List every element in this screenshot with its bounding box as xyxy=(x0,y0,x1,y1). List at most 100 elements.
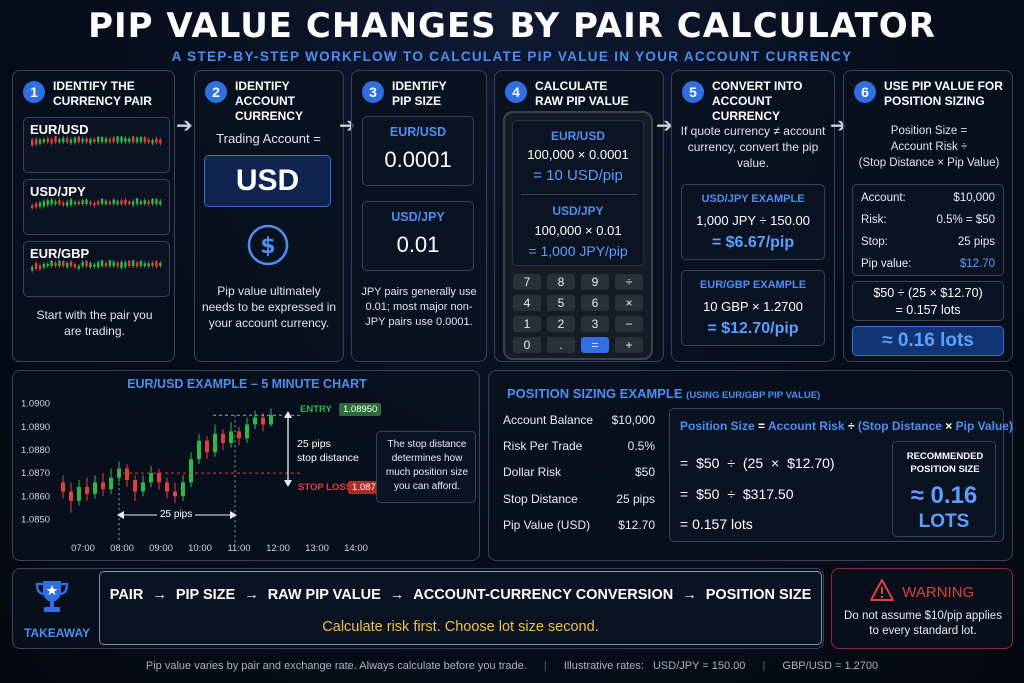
recommended-value: ≈ 0.16 xyxy=(910,482,978,509)
calculator-key[interactable]: − xyxy=(615,316,643,332)
formula-part: ÷ xyxy=(847,419,855,433)
mini-candle xyxy=(100,198,104,206)
mini-candle xyxy=(100,260,104,268)
conversion-example-usdjpy: USD/JPY EXAMPLE 1,000 JPY ÷ 150.00 = $6.… xyxy=(681,184,825,260)
calculator-key[interactable]: 7 xyxy=(513,274,541,290)
mini-candle xyxy=(155,136,158,145)
mini-candle xyxy=(50,260,53,268)
mini-candle xyxy=(73,262,77,270)
mini-candle xyxy=(135,136,139,144)
calculator-key[interactable]: 0 xyxy=(513,337,541,353)
mini-candle xyxy=(155,260,158,269)
mini-candle xyxy=(159,137,162,146)
mini-candle xyxy=(42,137,46,144)
table-row: Risk Per Trade 0.5% xyxy=(503,439,655,453)
pair-card-usdjpy: USD/JPY xyxy=(23,179,170,235)
calc-line: = $50 ÷ (25 × $12.70) xyxy=(680,455,835,471)
mini-candle xyxy=(42,199,46,209)
pair-label: EUR/USD xyxy=(30,122,89,137)
distance-arrow-icon xyxy=(284,411,292,487)
mini-candle xyxy=(62,260,65,268)
calculator-key[interactable]: 3 xyxy=(581,316,609,332)
calculator-key[interactable]: 2 xyxy=(547,316,575,332)
mini-candle xyxy=(116,260,119,269)
chart-note-box: The stop distance determines how much po… xyxy=(376,431,476,503)
candle xyxy=(261,412,265,432)
example-calc: 1,000 JPY ÷ 150.00 xyxy=(696,213,810,228)
warning-header: WARNING xyxy=(832,579,1012,606)
workflow-step: ACCOUNT-CURRENCY CONVERSION xyxy=(413,587,674,603)
candle xyxy=(189,452,193,487)
mini-chart-icon xyxy=(31,198,162,210)
mini-candle xyxy=(124,198,127,206)
row-value: 25 pips xyxy=(957,236,995,248)
distance-label: 25 pips xyxy=(297,438,331,450)
calculator-key[interactable]: 9 xyxy=(581,274,609,290)
entry-label: ENTRY xyxy=(300,404,332,415)
mini-candle xyxy=(58,260,61,268)
candle xyxy=(181,475,185,501)
row-value: $10,000 xyxy=(953,192,995,204)
mini-candle xyxy=(139,136,143,144)
formula-line: Position Size = xyxy=(890,125,968,137)
y-tick-label: 1.0850 xyxy=(21,514,50,525)
inputs-table: Account: $10,000 Risk: 0.5% = $50 Stop: 25 … xyxy=(852,184,1004,276)
chart-note: The stop distance determines how much po… xyxy=(385,439,469,492)
workflow-step: PIP SIZE xyxy=(175,587,236,603)
conversion-example-eurgbp: EUR/GBP EXAMPLE 10 GBP × 1.2700 = $12.70… xyxy=(681,270,825,346)
mini-candle xyxy=(100,136,104,144)
mini-candle xyxy=(93,137,96,144)
x-tick-label: 14:00 xyxy=(344,543,368,554)
mini-candle xyxy=(81,198,84,206)
row-label: Stop: xyxy=(861,236,888,248)
row-value: $10,000 xyxy=(611,413,655,427)
account-currency: USD xyxy=(235,164,300,197)
dollar-icon: $ xyxy=(246,223,290,272)
row-value: 0.5% xyxy=(627,439,655,453)
calculator-screen: EUR/USD 100,000 × 0.0001 = 10 USD/pip US… xyxy=(512,120,644,266)
calculator-key[interactable]: × xyxy=(615,295,643,311)
candle xyxy=(61,475,65,499)
recommended-title: RECOMMENDED POSITION SIZE xyxy=(906,451,984,475)
pair-card-eurusd: EUR/USD xyxy=(23,117,170,173)
mini-candle xyxy=(128,260,131,268)
mini-candle xyxy=(81,260,84,269)
step-note: JPY pairs generally use 0.01; most major… xyxy=(361,286,477,328)
footer-separator: | xyxy=(543,660,547,672)
example-title: EUR/GBP EXAMPLE xyxy=(699,279,807,291)
calculator-key[interactable]: + xyxy=(615,337,643,353)
mini-candle xyxy=(128,136,131,144)
calc-line: = 0.157 lots xyxy=(680,516,753,532)
pair-label: EUR/GBP xyxy=(30,246,90,261)
row-value: $50 xyxy=(634,465,655,479)
calculator-key[interactable]: 4 xyxy=(513,295,541,311)
calculator-key[interactable]: . xyxy=(547,337,575,353)
formula-part: (Stop Distance xyxy=(857,419,942,433)
mini-candle xyxy=(34,201,38,210)
footer-rates-label: Illustrative rates: xyxy=(563,660,644,672)
mini-candle xyxy=(34,136,38,147)
page-title: PIP VALUE CHANGES BY PAIR CALCULATOR xyxy=(88,6,936,46)
example-calc: 10 GBP × 1.2700 xyxy=(703,299,803,314)
mini-candle xyxy=(93,262,96,269)
calculator-key[interactable]: 5 xyxy=(547,295,575,311)
mini-candle xyxy=(85,136,88,144)
candle xyxy=(69,482,73,513)
footer: Pip value varies by pair and exchange ra… xyxy=(0,660,1024,672)
row-label: Dollar Risk xyxy=(503,465,562,479)
row-label: Account: xyxy=(861,192,906,204)
calculator-key[interactable]: 8 xyxy=(547,274,575,290)
calculator-key[interactable]: ÷ xyxy=(615,274,643,290)
step-1-panel: 1 IDENTIFY THE CURRENCY PAIR EUR/USD USD… xyxy=(12,70,175,362)
step-number: 2 xyxy=(205,81,227,103)
pair-label: EUR/USD xyxy=(550,129,605,143)
calc-line: $50 ÷ (25 × $12.70) xyxy=(873,286,983,300)
workflow-arrow: → xyxy=(389,587,405,603)
row-label: Risk: xyxy=(861,214,887,226)
mini-candle xyxy=(131,260,135,268)
calculator-key[interactable]: = xyxy=(581,337,609,353)
formula-line: (Stop Distance × Pip Value) xyxy=(858,157,1000,169)
mini-candle xyxy=(159,261,162,268)
calculator-key[interactable]: 1 xyxy=(513,316,541,332)
calculator-key[interactable]: 6 xyxy=(581,295,609,311)
